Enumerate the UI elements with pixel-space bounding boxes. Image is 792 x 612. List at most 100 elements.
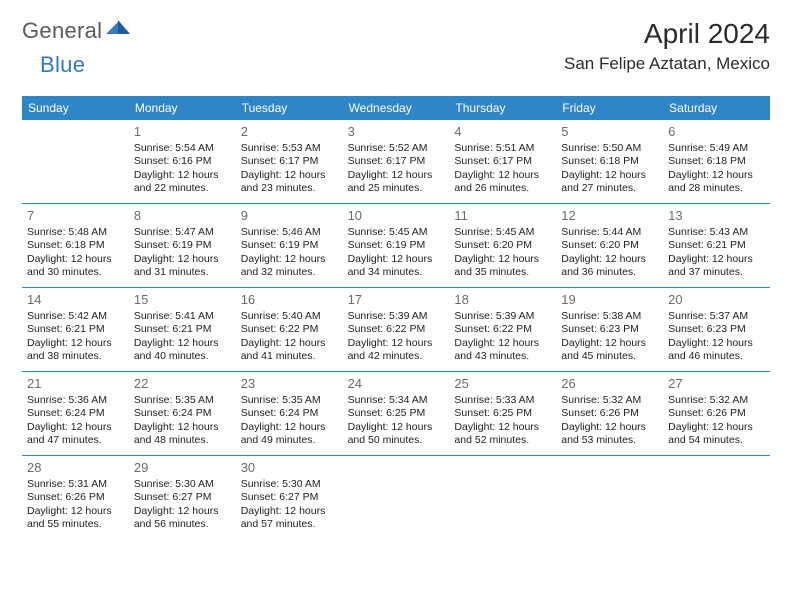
sunrise-line: Sunrise: 5:45 AM [454,226,551,239]
sunrise-line: Sunrise: 5:49 AM [668,142,765,155]
daylight1-line: Daylight: 12 hours [134,421,231,434]
daylight2-line: and 43 minutes. [454,350,551,363]
calendar-cell: 24Sunrise: 5:34 AMSunset: 6:25 PMDayligh… [343,372,450,456]
date-number: 29 [134,460,231,476]
sunrise-line: Sunrise: 5:39 AM [348,310,445,323]
date-number: 21 [27,376,124,392]
daylight1-line: Daylight: 12 hours [27,253,124,266]
date-number: 8 [134,208,231,224]
daylight1-line: Daylight: 12 hours [27,505,124,518]
calendar-cell: 4Sunrise: 5:51 AMSunset: 6:17 PMDaylight… [449,120,556,204]
calendar-cell: 16Sunrise: 5:40 AMSunset: 6:22 PMDayligh… [236,288,343,372]
daylight1-line: Daylight: 12 hours [134,253,231,266]
daylight1-line: Daylight: 12 hours [348,421,445,434]
sunset-line: Sunset: 6:27 PM [241,491,338,504]
sunset-line: Sunset: 6:26 PM [27,491,124,504]
date-number: 22 [134,376,231,392]
sunset-line: Sunset: 6:22 PM [241,323,338,336]
date-number: 28 [27,460,124,476]
sunrise-line: Sunrise: 5:41 AM [134,310,231,323]
sunrise-line: Sunrise: 5:54 AM [134,142,231,155]
sunrise-line: Sunrise: 5:37 AM [668,310,765,323]
daylight2-line: and 37 minutes. [668,266,765,279]
sunrise-line: Sunrise: 5:31 AM [27,478,124,491]
daylight1-line: Daylight: 12 hours [454,169,551,182]
sunrise-line: Sunrise: 5:32 AM [668,394,765,407]
daylight1-line: Daylight: 12 hours [561,169,658,182]
daylight2-line: and 46 minutes. [668,350,765,363]
daylight1-line: Daylight: 12 hours [348,253,445,266]
daylight1-line: Daylight: 12 hours [454,421,551,434]
sunrise-line: Sunrise: 5:44 AM [561,226,658,239]
sunrise-line: Sunrise: 5:35 AM [241,394,338,407]
calendar-cell: 27Sunrise: 5:32 AMSunset: 6:26 PMDayligh… [663,372,770,456]
calendar-cell: 21Sunrise: 5:36 AMSunset: 6:24 PMDayligh… [22,372,129,456]
calendar-cell: 3Sunrise: 5:52 AMSunset: 6:17 PMDaylight… [343,120,450,204]
daylight1-line: Daylight: 12 hours [348,169,445,182]
date-number: 19 [561,292,658,308]
daylight1-line: Daylight: 12 hours [134,169,231,182]
date-number: 9 [241,208,338,224]
sunrise-line: Sunrise: 5:53 AM [241,142,338,155]
calendar-cell: 22Sunrise: 5:35 AMSunset: 6:24 PMDayligh… [129,372,236,456]
date-number: 5 [561,124,658,140]
daylight2-line: and 25 minutes. [348,182,445,195]
sunset-line: Sunset: 6:18 PM [27,239,124,252]
logo-triangle-icon [106,18,132,41]
date-number: 18 [454,292,551,308]
sunset-line: Sunset: 6:21 PM [668,239,765,252]
date-number: 25 [454,376,551,392]
month-title: April 2024 [564,18,770,50]
sunset-line: Sunset: 6:19 PM [134,239,231,252]
daylight1-line: Daylight: 12 hours [134,337,231,350]
date-number: 17 [348,292,445,308]
sunrise-line: Sunrise: 5:43 AM [668,226,765,239]
calendar: Sunday Monday Tuesday Wednesday Thursday… [22,96,770,540]
daylight2-line: and 48 minutes. [134,434,231,447]
sunset-line: Sunset: 6:23 PM [561,323,658,336]
date-number: 12 [561,208,658,224]
daylight2-line: and 30 minutes. [27,266,124,279]
day-header: Saturday [663,96,770,120]
calendar-header-row: Sunday Monday Tuesday Wednesday Thursday… [22,96,770,120]
calendar-cell: 7Sunrise: 5:48 AMSunset: 6:18 PMDaylight… [22,204,129,288]
daylight2-line: and 53 minutes. [561,434,658,447]
day-header: Thursday [449,96,556,120]
daylight2-line: and 35 minutes. [454,266,551,279]
calendar-cell [663,456,770,540]
calendar-cell [343,456,450,540]
title-block: April 2024 San Felipe Aztatan, Mexico [564,18,770,74]
logo-text-general: General [22,18,102,44]
sunset-line: Sunset: 6:18 PM [668,155,765,168]
location: San Felipe Aztatan, Mexico [564,54,770,74]
calendar-cell: 14Sunrise: 5:42 AMSunset: 6:21 PMDayligh… [22,288,129,372]
sunset-line: Sunset: 6:18 PM [561,155,658,168]
daylight2-line: and 28 minutes. [668,182,765,195]
daylight2-line: and 22 minutes. [134,182,231,195]
sunrise-line: Sunrise: 5:40 AM [241,310,338,323]
date-number: 4 [454,124,551,140]
sunrise-line: Sunrise: 5:33 AM [454,394,551,407]
daylight2-line: and 56 minutes. [134,518,231,531]
daylight2-line: and 49 minutes. [241,434,338,447]
calendar-cell: 6Sunrise: 5:49 AMSunset: 6:18 PMDaylight… [663,120,770,204]
sunset-line: Sunset: 6:17 PM [454,155,551,168]
date-number: 15 [134,292,231,308]
date-number: 2 [241,124,338,140]
date-number: 6 [668,124,765,140]
calendar-cell: 15Sunrise: 5:41 AMSunset: 6:21 PMDayligh… [129,288,236,372]
calendar-cell: 2Sunrise: 5:53 AMSunset: 6:17 PMDaylight… [236,120,343,204]
daylight1-line: Daylight: 12 hours [668,337,765,350]
calendar-cell: 13Sunrise: 5:43 AMSunset: 6:21 PMDayligh… [663,204,770,288]
calendar-cell: 9Sunrise: 5:46 AMSunset: 6:19 PMDaylight… [236,204,343,288]
sunset-line: Sunset: 6:22 PM [348,323,445,336]
day-header: Tuesday [236,96,343,120]
sunset-line: Sunset: 6:24 PM [241,407,338,420]
sunrise-line: Sunrise: 5:52 AM [348,142,445,155]
sunset-line: Sunset: 6:16 PM [134,155,231,168]
daylight1-line: Daylight: 12 hours [27,337,124,350]
date-number: 13 [668,208,765,224]
logo-text-blue: Blue [40,52,85,78]
sunset-line: Sunset: 6:25 PM [454,407,551,420]
sunset-line: Sunset: 6:22 PM [454,323,551,336]
